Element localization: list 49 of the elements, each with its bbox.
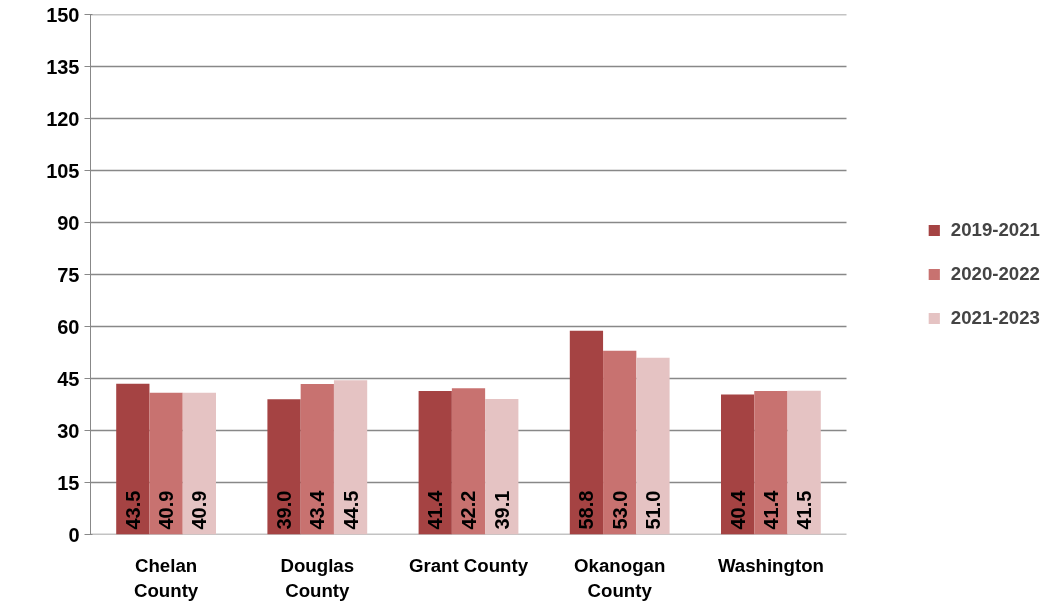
data-label: 41.4: [759, 489, 782, 530]
x-tick-label: Douglas County: [280, 554, 355, 601]
bar: [787, 390, 821, 535]
bar: [149, 392, 183, 535]
x-tick-label: Chelan County: [133, 554, 199, 601]
data-label: 53.0: [608, 490, 631, 530]
legend-label: 2019-2021: [950, 219, 1040, 241]
y-tick-label: 45: [57, 367, 80, 390]
data-label: 41.5: [793, 490, 816, 530]
bar: [182, 392, 216, 535]
y-tick-label: 30: [57, 419, 80, 442]
y-tick-label: 75: [57, 263, 80, 286]
bar: [267, 399, 301, 535]
y-tick-label: 135: [46, 55, 80, 78]
y-tick-label: 105: [46, 159, 80, 182]
y-tick-label: 150: [46, 3, 80, 26]
data-label: 39.1: [490, 490, 513, 530]
bar: [603, 350, 637, 535]
data-label: 39.0: [273, 490, 296, 530]
legend-label: 2020-2022: [950, 263, 1040, 285]
data-label: 51.0: [641, 490, 664, 530]
data-label: 41.4: [424, 489, 447, 530]
bar: [636, 357, 670, 535]
y-tick-label: 0: [68, 523, 80, 546]
data-label: 40.9: [188, 490, 211, 530]
legend-label: 2021-2023: [950, 307, 1040, 329]
bar: [721, 394, 755, 535]
bar: [116, 383, 150, 535]
data-label: 43.4: [306, 489, 329, 530]
x-tick-label: Okanogan County: [574, 554, 666, 601]
y-tick-label: 15: [57, 471, 80, 494]
y-tick-label: 60: [57, 315, 80, 338]
bar: [569, 330, 604, 535]
bar: [300, 384, 334, 535]
bar: [451, 388, 486, 535]
bar: [485, 398, 519, 535]
bar: [418, 390, 452, 535]
x-tick-label: Washington: [717, 554, 824, 576]
bar: [333, 380, 368, 535]
data-label: 40.9: [155, 490, 178, 530]
data-label: 58.8: [575, 490, 598, 530]
data-label: 40.4: [726, 489, 749, 530]
y-tick-label: 90: [57, 211, 80, 234]
y-tick-label: 120: [46, 107, 80, 130]
x-tick-label: Grant County: [408, 554, 529, 576]
data-label: 43.5: [121, 490, 144, 530]
data-label: 44.5: [339, 490, 362, 530]
bar: [754, 390, 788, 535]
data-label: 42.2: [457, 490, 480, 530]
